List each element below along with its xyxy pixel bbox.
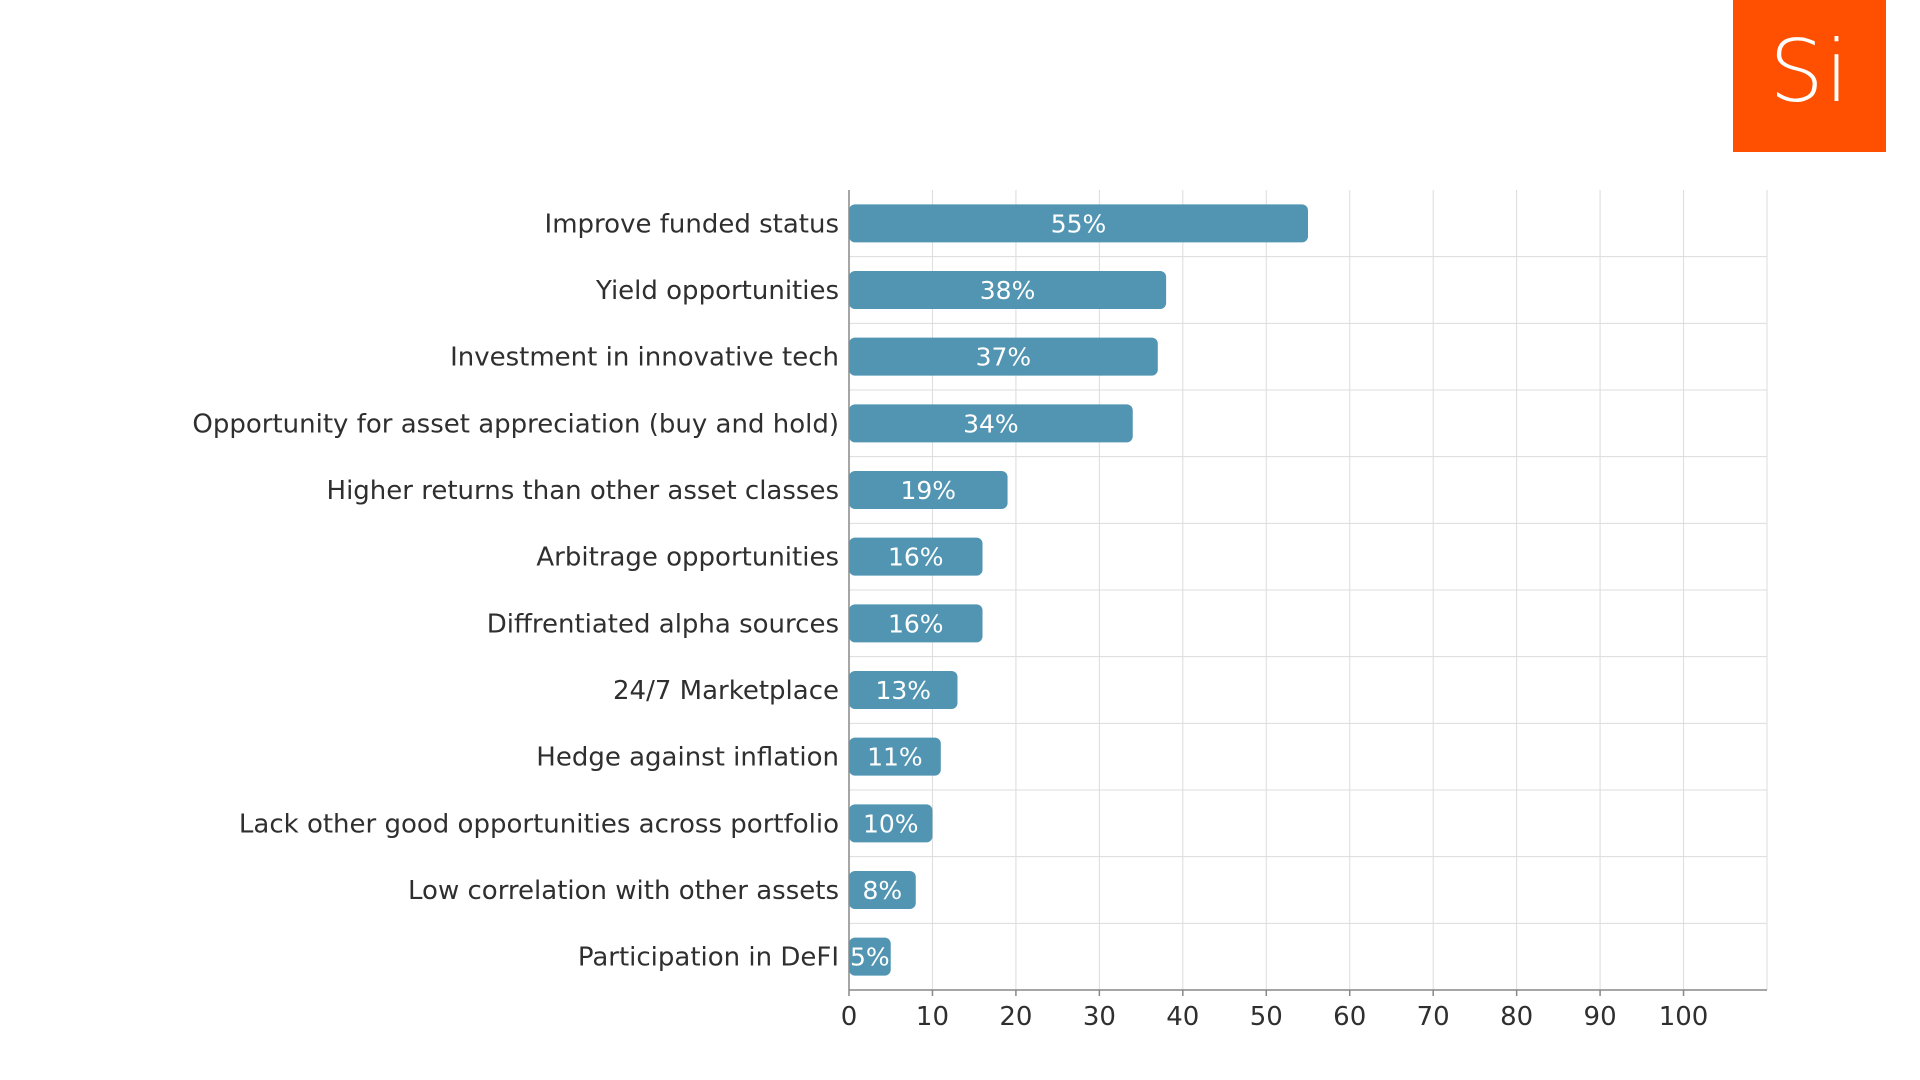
- bar-0: [849, 204, 1308, 243]
- bar-11: [849, 937, 891, 976]
- x-tick-label-60: 60: [1333, 1002, 1366, 1032]
- bar-value-label-3: 34%: [963, 409, 1019, 438]
- x-tick-label-80: 80: [1500, 1002, 1533, 1032]
- bar-9: [849, 804, 933, 843]
- x-tick-label-30: 30: [1083, 1002, 1116, 1032]
- bar-10: [849, 871, 916, 909]
- bar-value-label-8: 11%: [867, 743, 923, 772]
- category-label-0: Improve funded status: [545, 209, 839, 239]
- si-logo: Si: [1733, 0, 1886, 152]
- bar-5: [849, 537, 983, 576]
- bar-value-label-1: 38%: [980, 276, 1036, 305]
- x-tick-label-20: 20: [999, 1002, 1032, 1032]
- bars: [849, 204, 1308, 976]
- x-tick-label-0: 0: [841, 1002, 858, 1032]
- x-tick-label-10: 10: [916, 1002, 949, 1032]
- bar-value-label-7: 13%: [875, 676, 931, 705]
- bar-value-label-5: 16%: [888, 543, 944, 572]
- bar-value-label-4: 19%: [900, 476, 956, 505]
- category-label-5: Arbitrage opportunities: [536, 543, 839, 573]
- category-label-10: Low correlation with other assets: [408, 876, 839, 906]
- bar-value-label-2: 37%: [976, 343, 1032, 372]
- bar-7: [849, 671, 958, 709]
- category-label-4: Higher returns than other asset classes: [327, 476, 839, 506]
- category-label-3: Opportunity for asset appreciation (buy …: [192, 409, 839, 439]
- bar-1: [849, 271, 1167, 309]
- category-label-6: Diffrentiated alpha sources: [487, 609, 839, 639]
- labels: 55% Improve funded status 38% Yield opportu…: [192, 209, 1708, 1032]
- x-tick-label-50: 50: [1250, 1002, 1283, 1032]
- category-label-7: 24/7 Marketplace: [613, 676, 839, 706]
- x-tick-label-40: 40: [1166, 1002, 1199, 1032]
- x-tick-label-70: 70: [1417, 1002, 1450, 1032]
- x-tick-label-100: 100: [1659, 1002, 1709, 1032]
- axes: [848, 190, 1767, 996]
- bar-8: [849, 737, 941, 776]
- bar-6: [849, 604, 983, 643]
- category-label-11: Participation in DeFI: [578, 943, 839, 973]
- bar-value-label-9: 10%: [863, 809, 919, 838]
- bar-value-label-11: 5%: [850, 943, 890, 972]
- bar-2: [849, 337, 1158, 376]
- category-label-2: Investment in innovative tech: [450, 343, 839, 373]
- bar-value-label-10: 8%: [863, 876, 903, 905]
- grid: [849, 190, 1768, 990]
- category-label-1: Yield opportunities: [595, 276, 839, 306]
- category-label-9: Lack other good opportunities across por…: [239, 809, 839, 839]
- bar-value-label-0: 55%: [1051, 209, 1107, 238]
- x-tick-label-90: 90: [1584, 1002, 1617, 1032]
- bar-4: [849, 471, 1008, 509]
- bar-value-label-6: 16%: [888, 609, 944, 638]
- logo-text: Si: [1769, 22, 1850, 122]
- category-label-8: Hedge against inflation: [536, 743, 839, 773]
- bar-3: [849, 404, 1133, 443]
